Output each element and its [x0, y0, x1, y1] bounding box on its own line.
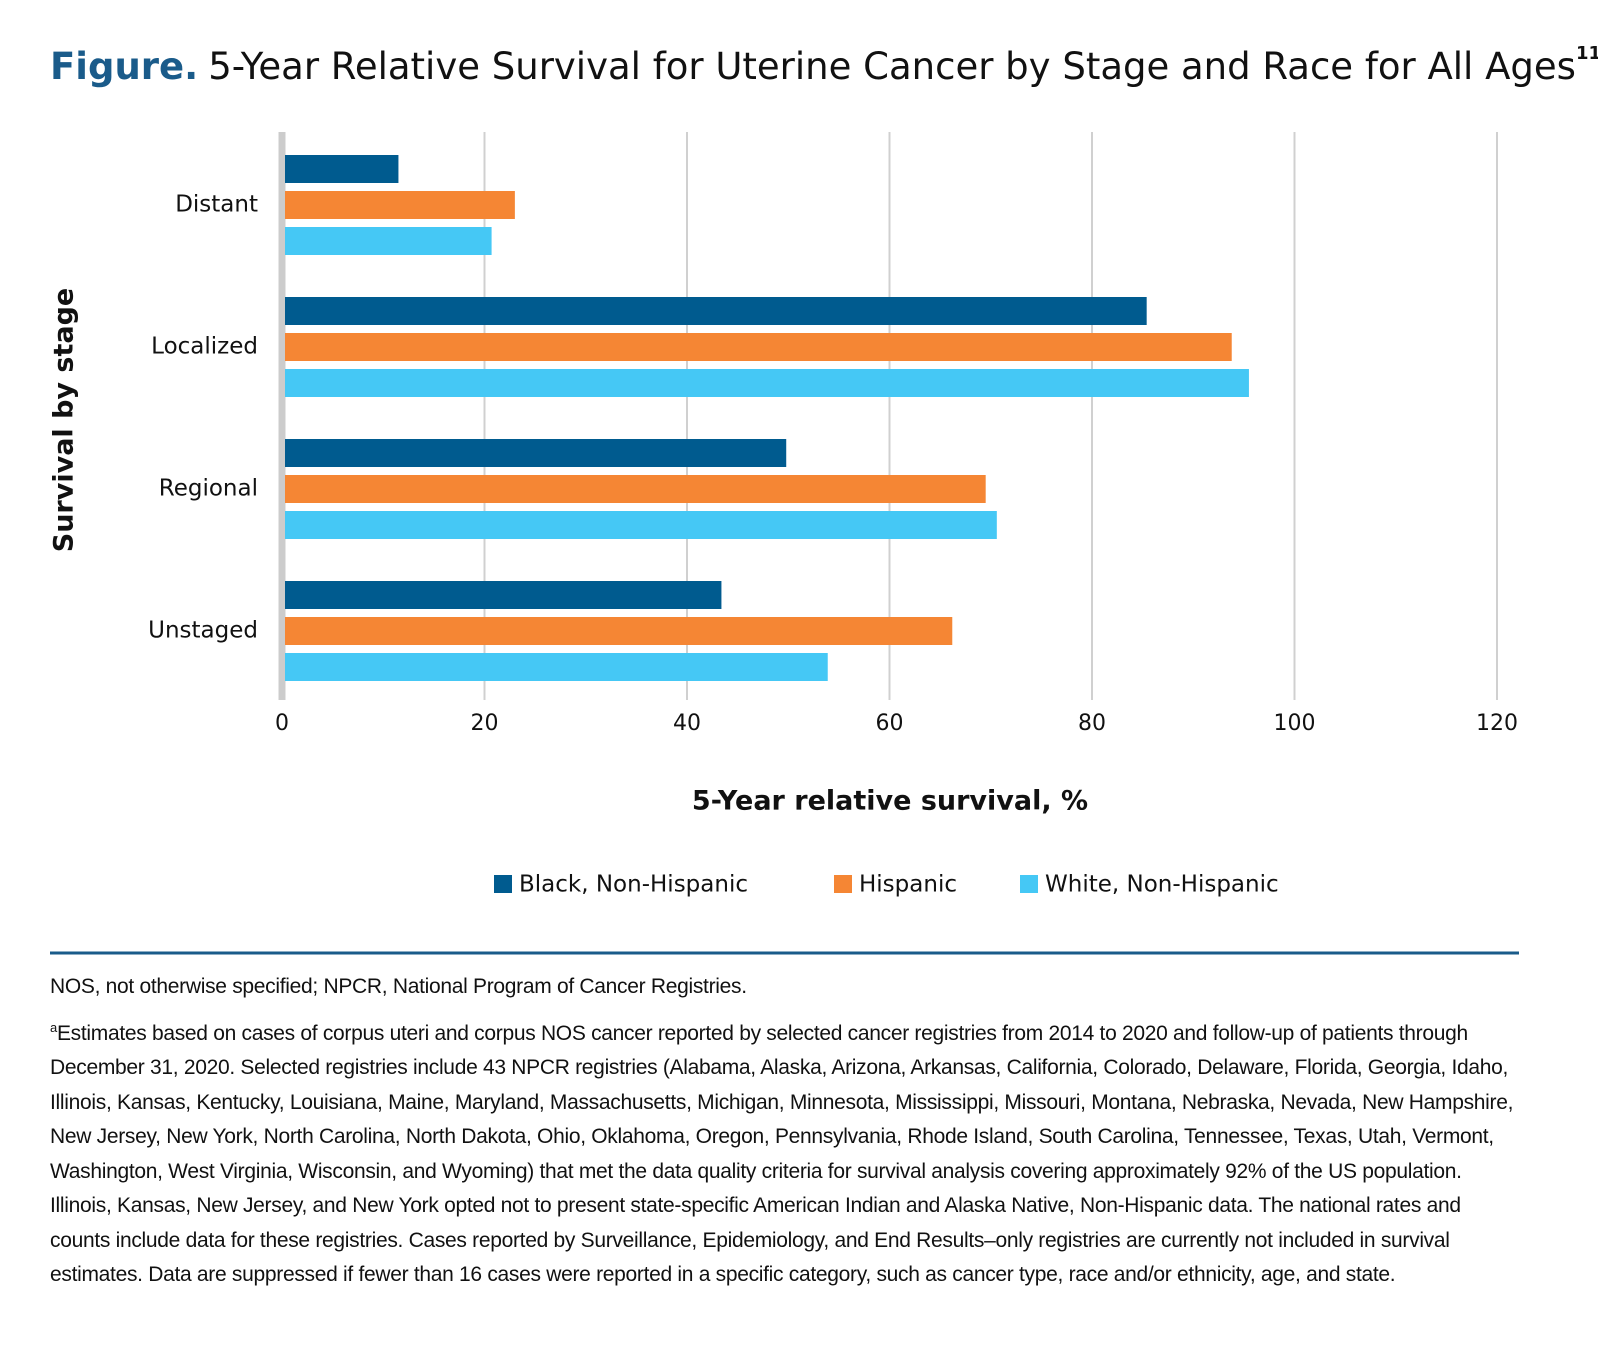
- title: Figure. 5-Year Relative Survival for Uter…: [50, 43, 1598, 88]
- bar: [285, 475, 986, 503]
- y-tick-label: Distant: [175, 192, 258, 218]
- legend-swatch: [494, 875, 512, 893]
- bar: [285, 617, 953, 645]
- bar: [285, 511, 997, 539]
- x-tick-label: 60: [876, 711, 904, 736]
- x-tick-label: 80: [1078, 711, 1106, 736]
- y-tick-label: Localized: [151, 334, 258, 360]
- legend-swatch: [1020, 875, 1038, 893]
- notes: NOS, not otherwise specified; NPCR, Nati…: [50, 970, 1520, 1299]
- bar: [285, 333, 1232, 361]
- y-tick-label: Unstaged: [148, 618, 258, 644]
- footnote-marker: a: [50, 1019, 57, 1035]
- x-tick-label: 100: [1274, 711, 1316, 736]
- chart: Figure. 5-Year Relative Survival for Uter…: [49, 43, 1598, 955]
- title-text: 5-Year Relative Survival for Uterine Can…: [208, 45, 1576, 88]
- footnote: Estimates based on cases of corpus uteri…: [50, 1021, 1514, 1287]
- bar: [285, 155, 399, 183]
- bar: [285, 297, 1147, 325]
- x-tick-label: 0: [275, 711, 289, 736]
- title-superscript: 11,a: [1576, 43, 1598, 64]
- title-label: Figure.: [50, 45, 198, 88]
- x-tick-label: 120: [1476, 711, 1518, 736]
- bar: [285, 439, 787, 467]
- bar: [285, 227, 492, 255]
- abbreviations: NOS, not otherwise specified; NPCR, Nati…: [50, 975, 747, 998]
- y-axis-label: Survival by stage: [49, 288, 80, 552]
- legend-swatch: [834, 875, 852, 893]
- bar: [285, 369, 1249, 397]
- footnote-block: aEstimates based on cases of corpus uter…: [50, 1011, 1520, 1293]
- bar: [285, 581, 722, 609]
- x-axis-label: 5-Year relative survival, %: [692, 786, 1088, 817]
- y-tick-label: Regional: [159, 476, 258, 502]
- x-tick-label: 20: [471, 711, 499, 736]
- bar: [285, 653, 828, 681]
- legend-label: Hispanic: [859, 872, 957, 898]
- x-tick-label: 40: [673, 711, 701, 736]
- bar: [285, 191, 515, 219]
- legend-label: White, Non-Hispanic: [1045, 872, 1279, 898]
- legend-label: Black, Non-Hispanic: [519, 872, 748, 898]
